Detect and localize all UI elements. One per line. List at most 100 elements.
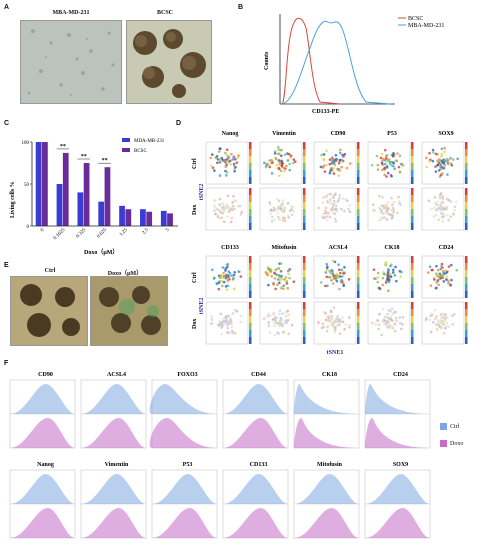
tsne-marker-label: Vimentin (272, 131, 296, 137)
panel-label-e: E (4, 262, 9, 269)
legend-doxo-item: Doxo (440, 440, 482, 447)
histogram-title: CD24 (393, 372, 408, 378)
x-tick-label: 0.1625 (53, 228, 67, 242)
histogram-grid: CD90 ACSL4 FOXO3 CD44 CK18 CD24 (9, 372, 431, 449)
bar (83, 163, 90, 226)
histogram-plot (222, 469, 289, 539)
bar (77, 192, 84, 226)
tsne-plot (367, 187, 414, 231)
panel-label-f: F (4, 360, 9, 367)
tsne-marker-label: P53 (387, 131, 397, 137)
legend-ctrl-item: Ctrl (440, 423, 482, 430)
chart-ylabel: Living cells % (10, 181, 16, 218)
tsne-plot (205, 255, 252, 299)
tsne-marker-label: CD24 (439, 245, 454, 251)
y-tick-label: 100 (22, 141, 30, 146)
histogram-title: Vimentin (105, 462, 129, 468)
tsne-plot (259, 141, 306, 185)
legend-mda-mb-231-swatch (122, 138, 130, 142)
tsne-axis-y: tSNE2 (199, 298, 205, 315)
histogram-plot (222, 379, 289, 449)
histogram-plot (80, 379, 147, 449)
x-tick-label: 5 (165, 228, 171, 234)
histogram-title: CD44 (251, 372, 266, 378)
panel-label-d: D (176, 120, 182, 127)
microscopy-ctrl-image (11, 277, 87, 345)
y-tick-label: 50 (24, 183, 30, 188)
histogram-plot (149, 379, 218, 449)
panel-a-right-title: BCSC (156, 10, 173, 16)
legend-bcsc-swatch (122, 148, 130, 152)
legend-mda: MBA-MD-231 (408, 23, 444, 29)
microscopy-mda-mb-231-image (21, 21, 121, 103)
tsne-marker-label: SOX9 (438, 131, 453, 137)
histogram-row-1: CD90 ACSL4 FOXO3 CD44 CK18 CD24 (8, 368, 438, 450)
tsne-grid: NanogVimentinCD90P53SOX9CtrlDoxtSNE2tSNE… (192, 131, 468, 242)
legend-bcsc: BCSC (408, 16, 423, 22)
x-tick-label: 1.25 (119, 228, 129, 238)
x-tick-label: 0.325 (76, 228, 88, 240)
histogram-title: SOX9 (393, 462, 408, 468)
x-tick-label: 0 (40, 228, 46, 234)
panel-e-right-title: Doxo（μM） (107, 271, 143, 277)
histogram-plot (9, 379, 76, 449)
y-tick-label: 0 (27, 225, 30, 230)
tsne-plot (421, 141, 468, 185)
bar (62, 152, 69, 226)
panel-b-ylabel: Counts (264, 51, 270, 70)
histogram-title: CD90 (38, 372, 53, 378)
tsne-plot (313, 255, 360, 299)
tsne-block-bottom: CD133 Mitofusin ACSL4 CK18 CD24 Ctrl Dox tSNE2 t… (190, 238, 480, 356)
bar (125, 209, 132, 226)
histogram-plot (80, 469, 147, 539)
histogram-plot (364, 469, 431, 539)
panel-label-c: C (4, 120, 10, 127)
tsne-row-label: Ctrl (192, 158, 198, 169)
tsne-marker-label: Mitofusin (271, 245, 297, 251)
tsne-plot (421, 255, 468, 299)
tsne-plot (259, 301, 306, 345)
bar (146, 211, 153, 226)
tsne-plot (367, 141, 414, 185)
histogram-title: Mitofusin (317, 462, 343, 468)
significance-marker: ** (60, 144, 66, 150)
legend-doxo-swatch (440, 440, 447, 447)
bar (42, 142, 48, 226)
microscopy-doxo (90, 276, 168, 346)
flow-histogram-cd133: Counts CD133-PE BCSC MBA-MD-231 (264, 14, 444, 115)
tsne-plot (421, 301, 468, 345)
panel-b-xlabel: CD133-PE (312, 109, 339, 115)
legend-mda-mb-231: MDA-MB-231 (134, 139, 165, 144)
tsne-plot (313, 187, 360, 231)
histogram-grid: Nanog Vimentin P53 CD133 Mitofusin SOX9 (9, 462, 431, 539)
bar (119, 205, 125, 226)
histogram-title: FOXO3 (177, 372, 197, 378)
x-tick-label: 2.5 (142, 228, 150, 236)
bar (98, 201, 105, 226)
histogram-title: CD133 (250, 462, 268, 468)
panel-label-b: B (238, 4, 244, 11)
significance-marker: ** (81, 154, 87, 160)
histogram-title: Nanog (37, 462, 54, 468)
tsne-axis-x: tSNE1 (327, 350, 344, 354)
tsne-plot (421, 187, 468, 231)
tsne-marker-label: CD133 (221, 245, 239, 251)
histogram-plot (293, 379, 360, 449)
tsne-marker-label: CD90 (331, 131, 346, 137)
tsne-marker-label: Nanog (222, 131, 239, 137)
bar (56, 184, 63, 226)
tsne-plot (205, 141, 252, 185)
bcsc-curve (281, 17, 341, 105)
tsne-plot (313, 301, 360, 345)
microscopy-mda-mb-231 (20, 20, 122, 104)
bar (160, 210, 167, 226)
bar (167, 213, 173, 226)
tsne-row-label: Dox (192, 319, 198, 329)
legend-ctrl-swatch (440, 423, 447, 430)
legend-bcsc-bar: BCSC (134, 149, 147, 154)
histogram-plot (293, 469, 360, 539)
tsne-plot (259, 187, 306, 231)
histogram-title: ACSL4 (107, 372, 126, 378)
chart-xlabel: Doxo（μM） (84, 248, 118, 256)
